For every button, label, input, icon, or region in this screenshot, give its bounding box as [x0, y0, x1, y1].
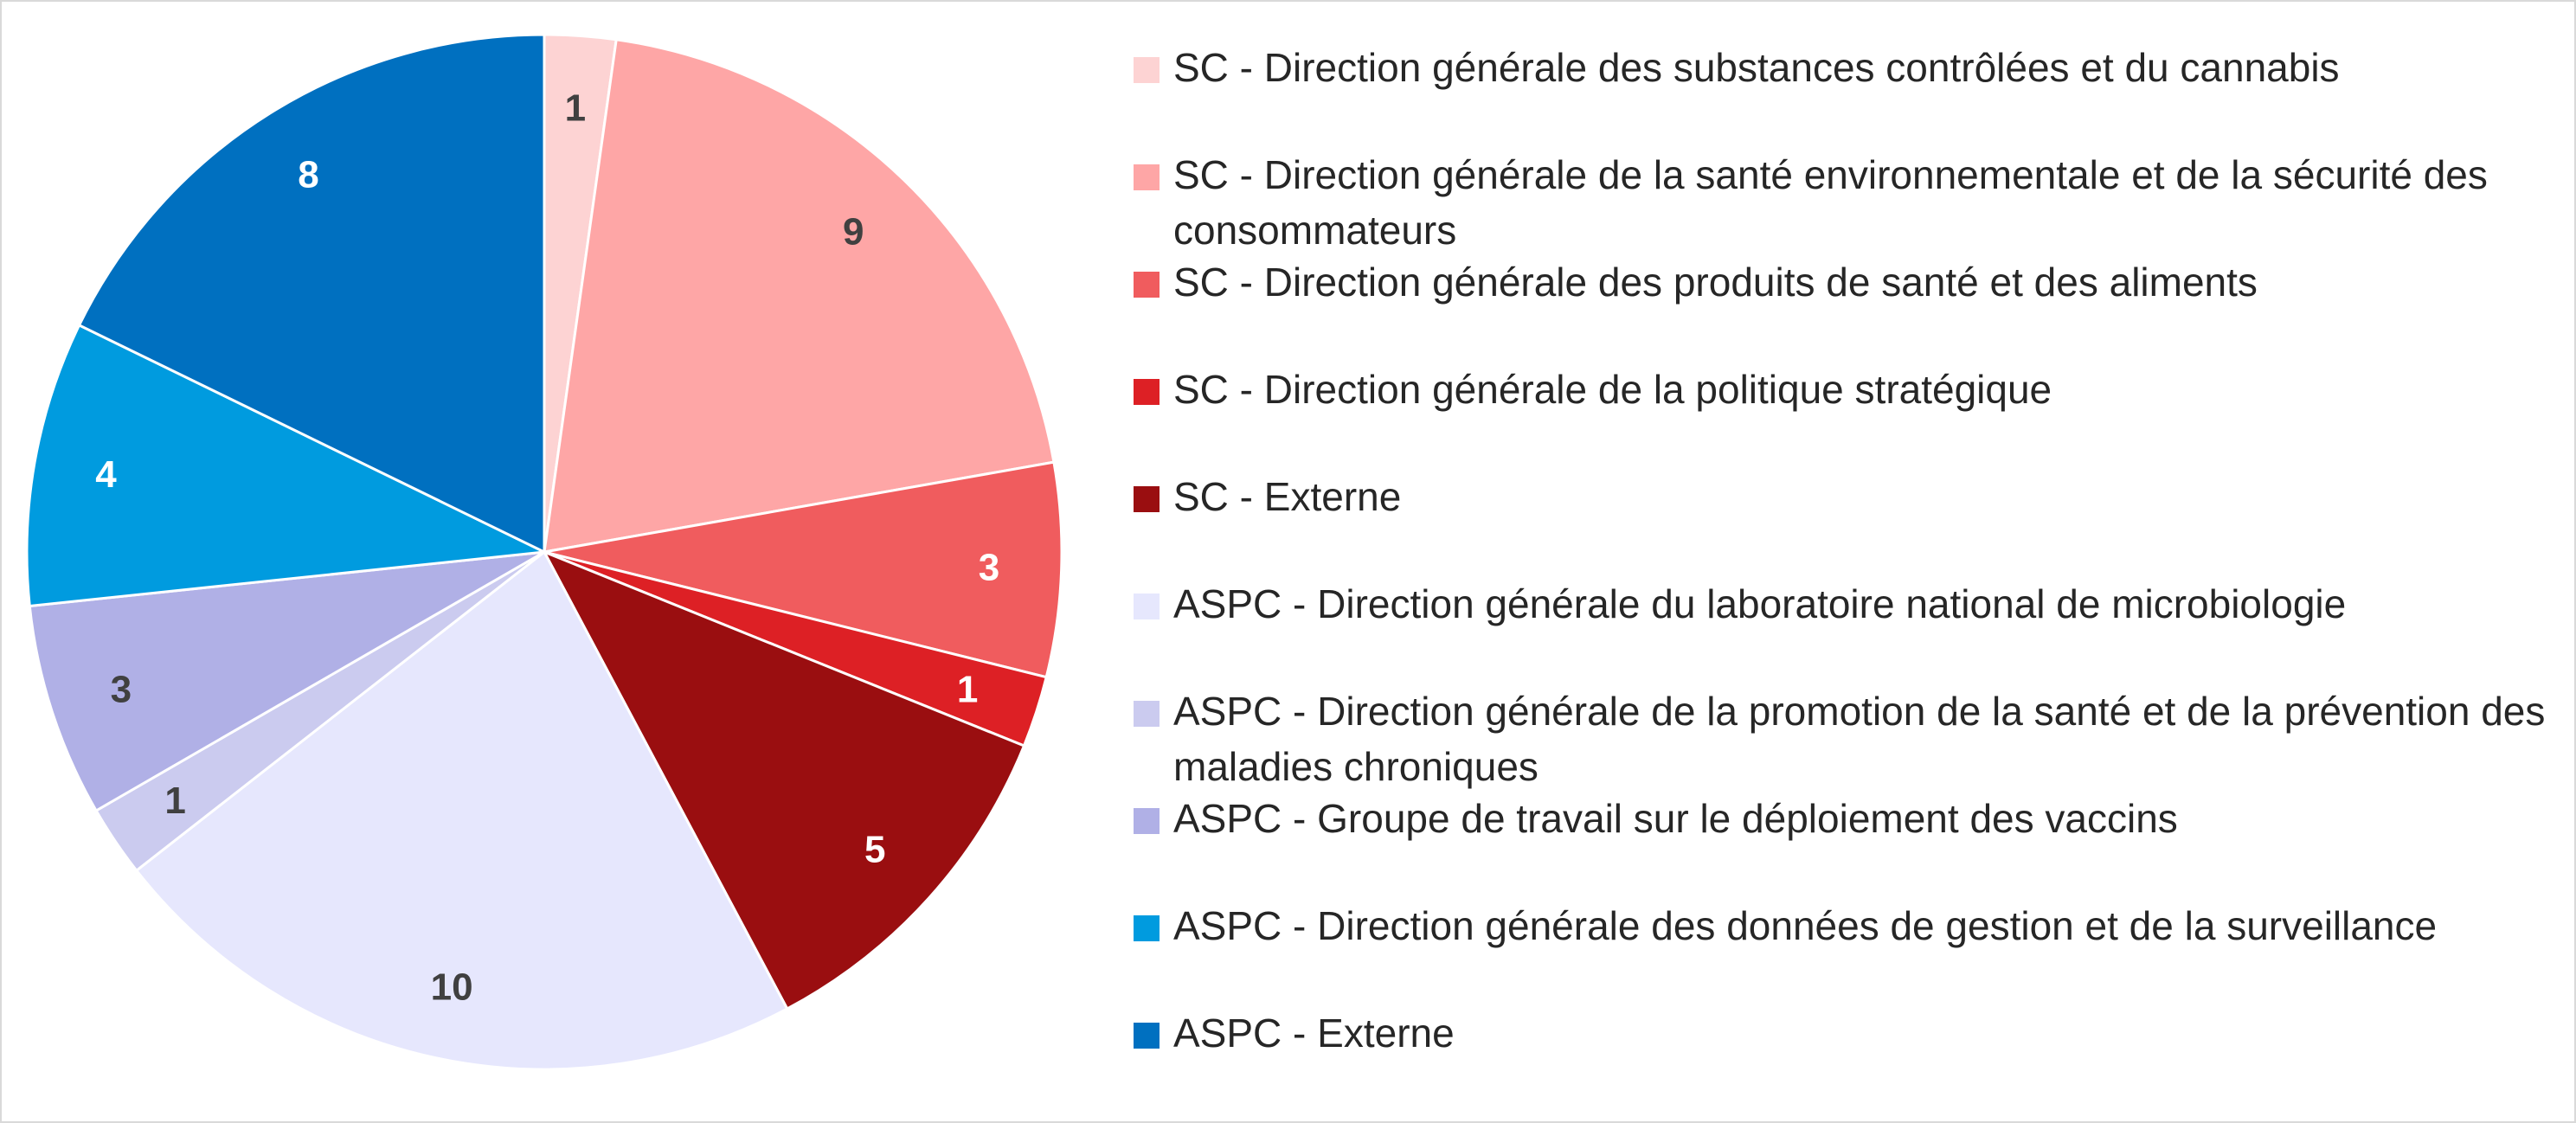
legend-label-5: SC - Externe	[1173, 474, 1402, 519]
legend-swatch-4	[1134, 379, 1160, 405]
pie-slices	[25, 33, 1063, 1071]
legend-swatch-5	[1134, 486, 1160, 512]
legend-item-9: ASPC - Direction générale des données de…	[1134, 903, 2553, 953]
pie-slice-5	[541, 549, 1026, 1011]
pie-slice-6	[134, 549, 789, 1071]
legend-item-7: ASPC - Direction générale de la promotio…	[1134, 689, 2553, 794]
data-label-5: 5	[864, 829, 885, 871]
data-label-6: 10	[431, 966, 473, 1009]
legend-label-7: ASPC - Direction générale de la promotio…	[1173, 689, 2546, 789]
legend-item-5: SC - Externe	[1134, 474, 2553, 524]
pie-slice-9	[25, 323, 549, 608]
data-label-10: 8	[298, 153, 318, 196]
legend-label-2: SC - Direction générale de la santé envi…	[1173, 152, 2488, 253]
legend-swatch-1	[1134, 57, 1160, 83]
pie-slice-8	[28, 550, 545, 813]
data-label-9: 4	[95, 453, 117, 496]
legend-label-8: ASPC - Groupe de travail sur le déploiem…	[1173, 796, 2178, 841]
pie-slice-3	[543, 460, 1063, 679]
data-label-4: 1	[957, 668, 978, 710]
pie-data-labels: 1 9 3 1 5 10 1 3 4 8	[95, 87, 999, 1008]
legend-swatch-8	[1134, 808, 1160, 834]
legend-item-4: SC - Direction générale de la politique …	[1134, 367, 2553, 417]
legend-swatch-7	[1134, 701, 1160, 727]
data-label-7: 1	[164, 780, 185, 822]
data-label-8: 3	[111, 668, 132, 710]
legend-label-3: SC - Direction générale des produits de …	[1173, 260, 2258, 305]
legend-item-10: ASPC - Externe	[1134, 1011, 2553, 1061]
legend-label-6: ASPC - Direction générale du laboratoire…	[1173, 581, 2347, 626]
legend-swatch-3	[1134, 272, 1160, 298]
legend-label-9: ASPC - Direction générale des données de…	[1173, 903, 2438, 948]
legend-swatch-9	[1134, 915, 1160, 941]
pie-chart: 1 9 3 1 5 10 1 3 4 8	[25, 33, 1063, 1071]
legend-swatch-6	[1134, 594, 1160, 619]
data-label-2: 9	[843, 211, 864, 253]
legend-label-10: ASPC - Externe	[1173, 1011, 1455, 1056]
legend-swatch-2	[1134, 164, 1160, 190]
pie-slice-10	[77, 33, 546, 555]
legend-item-1: SC - Direction générale des substances c…	[1134, 45, 2553, 95]
pie-slice-2	[543, 38, 1056, 554]
data-label-3: 3	[979, 546, 999, 588]
legend-item-6: ASPC - Direction générale du laboratoire…	[1134, 581, 2553, 632]
legend-item-3: SC - Direction générale des produits de …	[1134, 260, 2553, 310]
legend-label-4: SC - Direction générale de la politique …	[1173, 367, 2052, 412]
legend-label-1: SC - Direction générale des substances c…	[1173, 45, 2340, 90]
legend-item-8: ASPC - Groupe de travail sur le déploiem…	[1134, 796, 2553, 846]
data-label-1: 1	[565, 87, 586, 129]
legend-swatch-10	[1134, 1023, 1160, 1049]
legend-item-2: SC - Direction générale de la santé envi…	[1134, 152, 2553, 258]
